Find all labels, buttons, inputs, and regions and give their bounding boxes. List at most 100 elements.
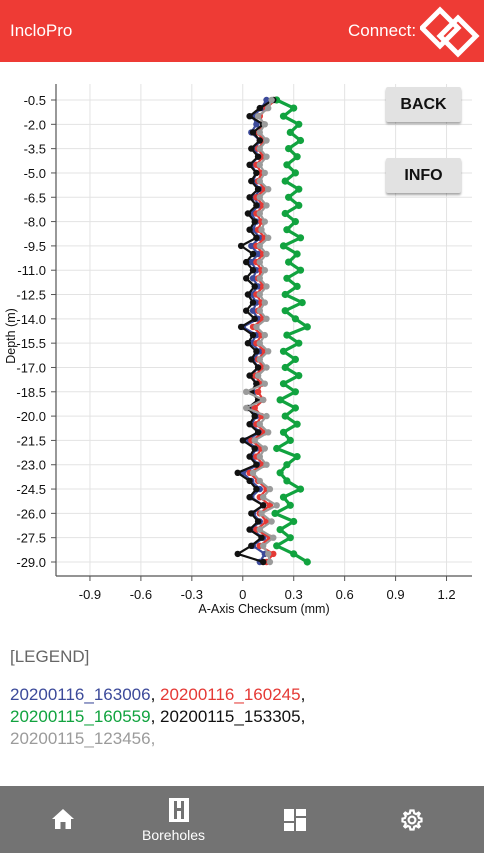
y-tick-label: -6.5 — [24, 190, 46, 205]
legend: 20200116_163006, 20200116_160245, 202001… — [10, 684, 480, 750]
data-point — [283, 161, 291, 169]
y-tick-label: -2.0 — [24, 117, 46, 132]
data-point — [260, 558, 267, 566]
y-tick-label: -23.0 — [16, 458, 46, 473]
data-point — [291, 388, 299, 396]
data-point — [251, 218, 258, 225]
data-point — [261, 380, 268, 387]
data-point — [239, 437, 246, 444]
data-point — [290, 550, 298, 558]
data-point — [246, 226, 253, 233]
data-point — [260, 502, 267, 509]
data-point — [296, 266, 305, 274]
legend-entry: 20200115_153305 — [160, 707, 301, 726]
nav-dashboard[interactable] — [262, 786, 328, 853]
data-point — [273, 542, 281, 550]
data-point — [251, 445, 258, 452]
data-point — [256, 129, 263, 136]
data-point — [261, 445, 268, 452]
series-20200115_160559 — [271, 96, 311, 566]
back-button[interactable]: BACK — [386, 87, 461, 122]
data-point — [260, 494, 267, 501]
data-point — [283, 461, 291, 469]
data-point — [285, 258, 293, 266]
data-point — [265, 429, 272, 436]
data-point — [246, 372, 253, 379]
nav-home[interactable] — [30, 786, 96, 853]
legend-separator: , — [300, 707, 306, 726]
data-point — [303, 558, 311, 566]
data-point — [260, 542, 267, 549]
data-point — [248, 510, 255, 517]
legend-entry: 20200115_123456 — [10, 729, 151, 748]
data-point — [261, 121, 268, 128]
info-button[interactable]: INFO — [386, 158, 461, 193]
data-point — [258, 226, 265, 233]
data-point — [244, 210, 252, 217]
series-20200115_123456 — [243, 96, 280, 566]
data-point — [254, 113, 262, 120]
data-point — [286, 436, 294, 444]
data-point — [256, 145, 263, 152]
data-point — [293, 153, 301, 161]
data-point — [286, 128, 294, 136]
data-point — [256, 340, 263, 347]
legend-entry: 20200116_160245 — [160, 685, 301, 704]
data-point — [251, 412, 258, 420]
data-point — [243, 275, 250, 282]
data-point — [263, 96, 270, 104]
connect-logo-icon[interactable] — [420, 6, 480, 58]
data-point — [248, 145, 255, 152]
data-point — [291, 355, 299, 363]
data-point — [246, 494, 253, 501]
data-point — [256, 307, 263, 314]
legend-separator: , — [150, 685, 161, 704]
data-point — [256, 104, 263, 112]
data-point — [263, 283, 270, 290]
y-tick-label: -8.0 — [24, 215, 46, 230]
data-point — [281, 363, 289, 372]
data-point — [253, 380, 260, 387]
data-point — [256, 526, 263, 533]
data-point — [249, 275, 257, 282]
data-point — [254, 518, 262, 525]
data-point — [254, 429, 262, 436]
data-point — [253, 348, 260, 355]
data-point — [254, 388, 262, 395]
data-point — [249, 331, 257, 339]
data-point — [248, 242, 255, 250]
data-point — [254, 186, 262, 193]
x-tick-label: 0.6 — [336, 587, 354, 602]
data-point — [296, 485, 305, 493]
data-point — [263, 250, 270, 258]
data-point — [256, 421, 263, 428]
data-point — [279, 112, 288, 120]
data-point — [256, 210, 263, 217]
data-point — [261, 218, 268, 225]
data-point — [281, 290, 289, 299]
nav-boreholes[interactable]: Boreholes — [134, 786, 224, 853]
data-point — [273, 502, 280, 509]
data-point — [244, 340, 252, 347]
data-point — [253, 461, 260, 468]
x-tick-label: -0.3 — [181, 587, 203, 602]
data-point — [253, 234, 260, 241]
data-point — [296, 234, 305, 242]
data-point — [279, 347, 288, 355]
data-point — [265, 348, 272, 355]
data-point — [243, 307, 250, 314]
data-point — [270, 550, 277, 558]
data-point — [253, 485, 260, 493]
data-point — [265, 550, 272, 558]
data-point — [249, 267, 257, 274]
gear-icon — [401, 809, 423, 831]
y-axis-label: Depth (m) — [4, 308, 18, 364]
y-tick-label: -12.5 — [16, 288, 46, 303]
data-point — [246, 526, 253, 533]
series-line — [248, 99, 276, 563]
data-point — [266, 558, 274, 566]
data-point — [243, 388, 250, 395]
nav-settings[interactable] — [378, 786, 444, 853]
data-point — [286, 501, 294, 509]
data-point — [279, 493, 288, 501]
